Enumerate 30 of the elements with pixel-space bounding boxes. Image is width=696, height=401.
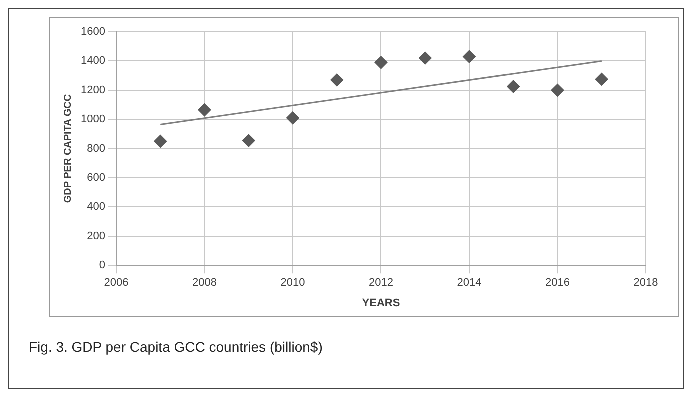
y-tick-label: 0 (99, 260, 106, 272)
x-tick-label: 2008 (192, 277, 217, 290)
y-tick-label: 1200 (80, 84, 106, 96)
point (154, 135, 168, 148)
point (286, 112, 300, 125)
point (551, 84, 564, 97)
point (507, 80, 520, 94)
y-axis-title: GDP PER CAPITA GCC (62, 94, 74, 204)
y-tick-label: 1400 (80, 55, 106, 68)
x-tick-label: 2010 (280, 277, 306, 290)
y-tick-label: 600 (87, 172, 106, 184)
caption: Fig. 3. GDP per Capita GCC countries (billion$) (29, 339, 323, 355)
x-tick-label: 2014 (457, 277, 482, 290)
point (374, 56, 388, 70)
point (595, 72, 608, 86)
y-tick-label: 1000 (80, 114, 106, 126)
point (418, 52, 432, 65)
y-tick-label: 800 (87, 142, 106, 155)
x-axis-title: YEARS (362, 297, 400, 310)
x-tick-label: 2016 (546, 277, 570, 290)
y-tick-label: 200 (87, 230, 106, 242)
y-tick-label: 1600 (80, 26, 106, 38)
x-tick-label: 2018 (634, 277, 658, 290)
x-tick-label: 2006 (104, 277, 129, 290)
point (330, 74, 344, 87)
point (242, 134, 256, 148)
y-tick-label: 400 (87, 201, 106, 214)
x-tick-label: 2012 (368, 277, 394, 290)
point (198, 104, 212, 117)
point (462, 50, 476, 64)
